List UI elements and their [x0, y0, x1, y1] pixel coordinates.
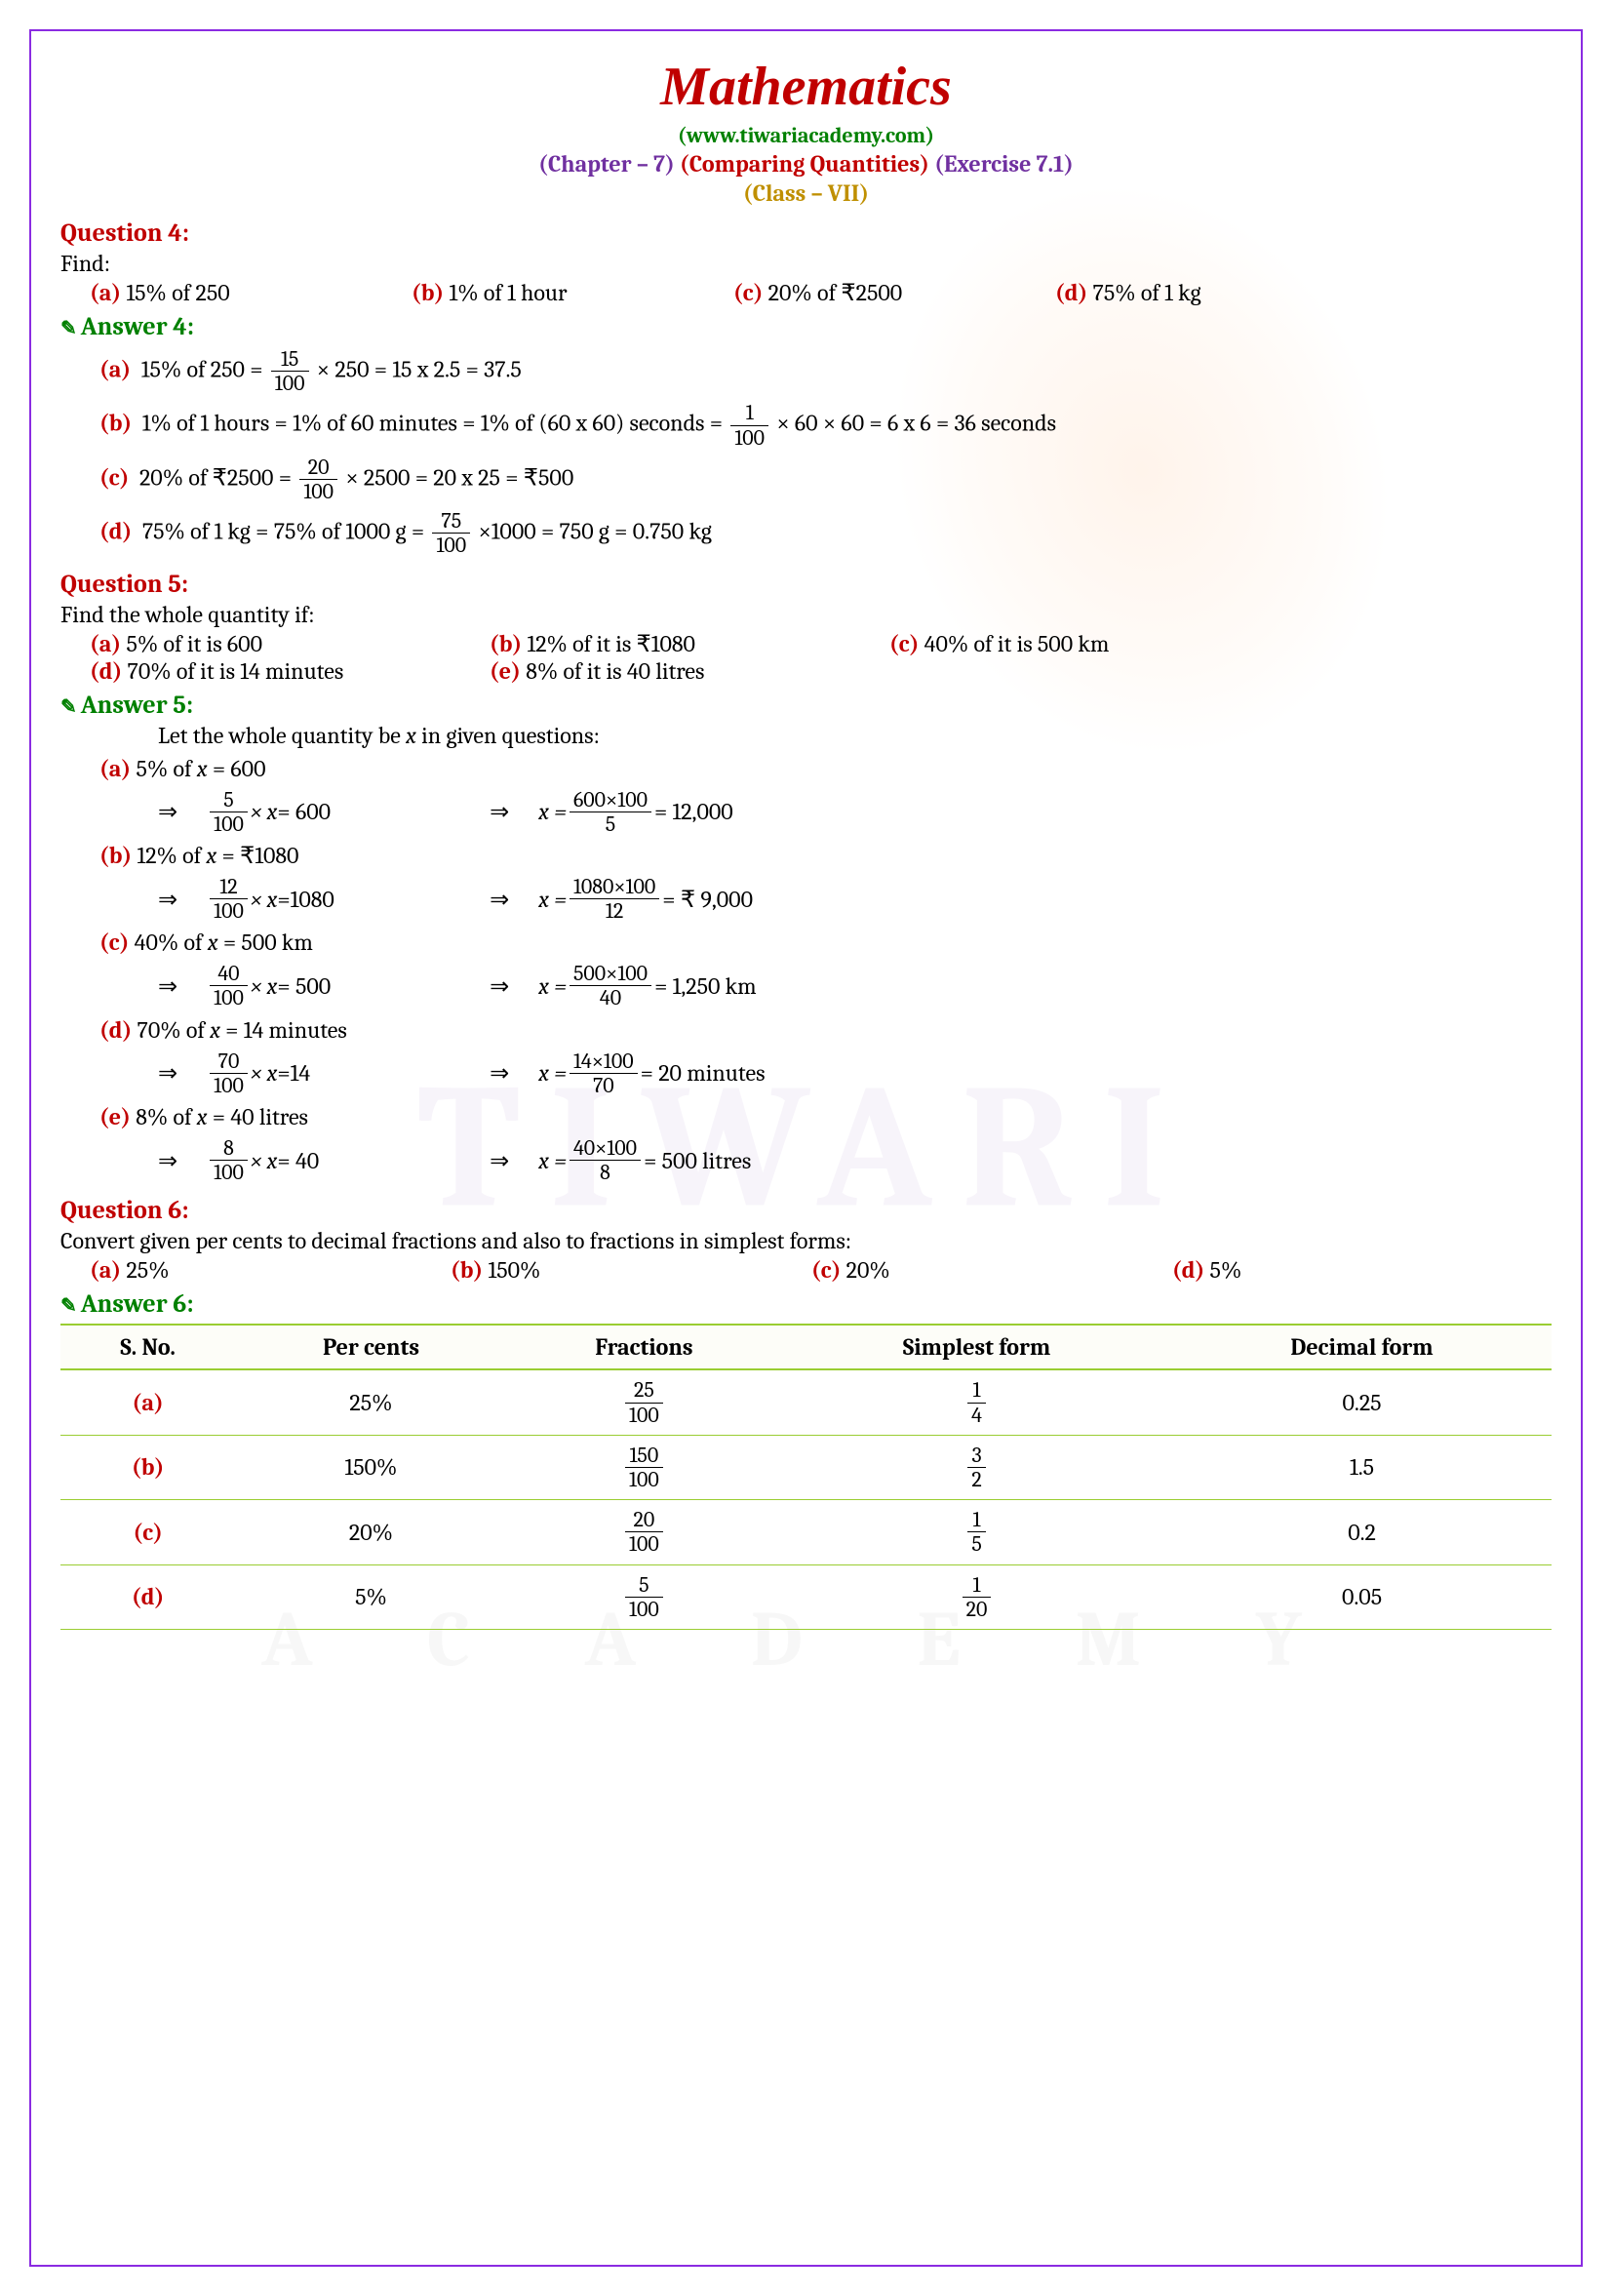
label-a: (a) — [90, 279, 121, 306]
q4-opt-b: 1% of 1 hour — [450, 279, 568, 306]
q5-opt-c: 40% of it is 500 km — [924, 630, 1110, 657]
q4-opt-c: 20% of ₹2500 — [768, 279, 903, 306]
table-row: (b)150%150100321.5 — [60, 1435, 1552, 1499]
q5e-solution: (e) 8% of x = 40 litres⇒8100× x = 40⇒x =… — [60, 1103, 1552, 1184]
q5-opt-e: 8% of it is 40 litres — [526, 657, 704, 685]
table-header: Decimal form — [1172, 1325, 1552, 1369]
table-header: Per cents — [235, 1325, 506, 1369]
chapter-line: (Chapter – 7) (Comparing Quantities) (Ex… — [60, 150, 1552, 178]
chapter-text: (Chapter – 7) — [538, 150, 680, 178]
q6-options: (a) 25% (b) 150% (c) 20% (d) 5% — [90, 1256, 1552, 1284]
label-c: (c) — [733, 279, 763, 306]
q5c-solution: (c) 40% of x = 500 km⇒40100× x = 500⇒x =… — [60, 929, 1552, 1009]
q6-opt-a: 25% — [126, 1256, 169, 1284]
ans6-heading: Answer 6: — [60, 1289, 1552, 1319]
label-b: (b) — [412, 279, 444, 306]
label-d: (d) — [1055, 279, 1087, 306]
answer6-table: S. No.Per centsFractionsSimplest formDec… — [60, 1324, 1552, 1630]
q4a-solution: (a) 15% of 250 = 15100 × 250 = 15 x 2.5 … — [99, 347, 1552, 395]
table-header: Simplest form — [781, 1325, 1172, 1369]
q5-opt-b: 12% of it is ₹1080 — [528, 630, 695, 657]
q5-opt-d: 70% of it is 14 minutes — [128, 657, 344, 685]
q4c-solution: (c) 20% of ₹2500 = 20100 × 2500 = 20 x 2… — [99, 455, 1552, 503]
exercise-text: (Exercise 7.1) — [934, 150, 1074, 178]
page-title: Mathematics — [60, 56, 1552, 118]
ans5-heading: Answer 5: — [60, 691, 1552, 720]
website-line: (www.tiwariacademy.com) — [60, 123, 1552, 148]
table-row: (d)5%51001200.05 — [60, 1564, 1552, 1629]
q4d-solution: (d) 75% of 1 kg = 75% of 1000 g = 75100 … — [99, 509, 1552, 557]
q5d-solution: (d) 70% of x = 14 minutes⇒70100× x =14⇒x… — [60, 1016, 1552, 1097]
topic-text: (Comparing Quantities) — [680, 150, 934, 178]
q4-opt-a: 15% of 250 — [126, 279, 229, 306]
q6-prompt: Convert given per cents to decimal fract… — [60, 1227, 1552, 1254]
q5-prompt: Find the whole quantity if: — [60, 601, 1552, 628]
table-header: S. No. — [60, 1325, 235, 1369]
q4-prompt: Find: — [60, 250, 1552, 277]
table-row: (a)25%25100140.25 — [60, 1369, 1552, 1435]
q6-opt-c: 20% — [846, 1256, 890, 1284]
q6-heading: Question 6: — [60, 1196, 1552, 1225]
q5-intro: Let the whole quantity be x in given que… — [158, 722, 1552, 749]
class-line: (Class – VII) — [60, 179, 1552, 207]
q6-opt-b: 150% — [489, 1256, 541, 1284]
q4-opt-d: 75% of 1 kg — [1093, 279, 1201, 306]
q5-options-row1: (a) 5% of it is 600 (b) 12% of it is ₹10… — [90, 630, 1552, 657]
table-row: (c)20%20100150.2 — [60, 1500, 1552, 1564]
q6-opt-d: 5% — [1210, 1256, 1242, 1284]
q4b-solution: (b) 1% of 1 hours = 1% of 60 minutes = 1… — [99, 401, 1552, 449]
q5a-solution: (a) 5% of x = 600⇒5100× x = 600⇒x = 600×… — [60, 755, 1552, 836]
ans4-heading: Answer 4: — [60, 312, 1552, 341]
table-header: Fractions — [507, 1325, 781, 1369]
q4-heading: Question 4: — [60, 218, 1552, 248]
q5b-solution: (b) 12% of x = ₹1080⇒12100× x =1080⇒x = … — [60, 842, 1552, 923]
q5-heading: Question 5: — [60, 570, 1552, 599]
q5-options-row2: (d) 70% of it is 14 minutes (e) 8% of it… — [90, 657, 1552, 685]
q4-options: (a) 15% of 250 (b) 1% of 1 hour (c) 20% … — [90, 279, 1552, 306]
q5-opt-a: 5% of it is 600 — [126, 630, 262, 657]
